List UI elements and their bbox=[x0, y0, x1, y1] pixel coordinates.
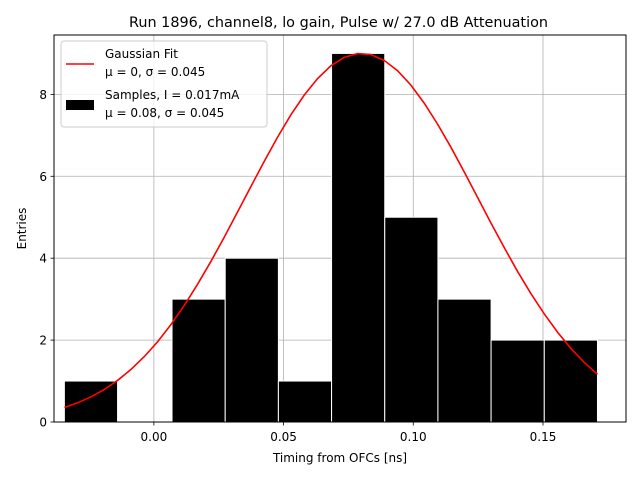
histogram-bar bbox=[384, 216, 439, 423]
legend: Gaussian Fit μ = 0, σ = 0.045 Samples, I… bbox=[60, 40, 268, 128]
chart-title: Run 1896, channel8, lo gain, Pulse w/ 27… bbox=[129, 15, 548, 31]
x-tick-label: 0.05 bbox=[270, 430, 297, 444]
histogram-bar bbox=[490, 339, 545, 423]
histogram-bars bbox=[63, 52, 598, 423]
histogram-bar bbox=[543, 339, 598, 423]
y-axis-title: Entries bbox=[15, 208, 29, 250]
histogram-bar bbox=[63, 380, 119, 423]
legend-fit-label: Gaussian Fit bbox=[105, 47, 178, 61]
histogram-bar bbox=[437, 298, 492, 423]
y-tick-label: 6 bbox=[39, 170, 47, 184]
y-axis-ticks: 0 2 4 6 8 bbox=[39, 88, 54, 430]
x-axis-ticks: 0.00 0.05 0.10 0.15 bbox=[141, 422, 557, 444]
plot-frame bbox=[53, 34, 627, 423]
legend-samples-stats: μ = 0.08, σ = 0.045 bbox=[105, 106, 224, 120]
y-tick-label: 4 bbox=[39, 252, 47, 266]
gaussian-fit-line bbox=[64, 52, 599, 409]
gaussian-fit-curve bbox=[64, 52, 599, 409]
x-axis-title: Timing from OFCs [ns] bbox=[272, 451, 407, 465]
x-tick-label: 0.15 bbox=[530, 430, 557, 444]
x-tick-label: 0.00 bbox=[141, 430, 168, 444]
legend-fit-stats: μ = 0, σ = 0.045 bbox=[105, 65, 205, 79]
histogram-bar bbox=[277, 380, 333, 423]
histogram-bar bbox=[331, 52, 386, 423]
y-tick-label: 2 bbox=[39, 334, 47, 348]
histogram-bar bbox=[224, 257, 279, 423]
legend-samples-label: Samples, I = 0.017mA bbox=[105, 88, 240, 102]
legend-box bbox=[60, 40, 268, 128]
x-tick-label: 0.10 bbox=[400, 430, 427, 444]
y-tick-label: 0 bbox=[39, 416, 47, 430]
y-tick-label: 8 bbox=[39, 88, 47, 102]
legend-samples-swatch bbox=[66, 100, 94, 110]
histogram-bar bbox=[171, 298, 226, 423]
